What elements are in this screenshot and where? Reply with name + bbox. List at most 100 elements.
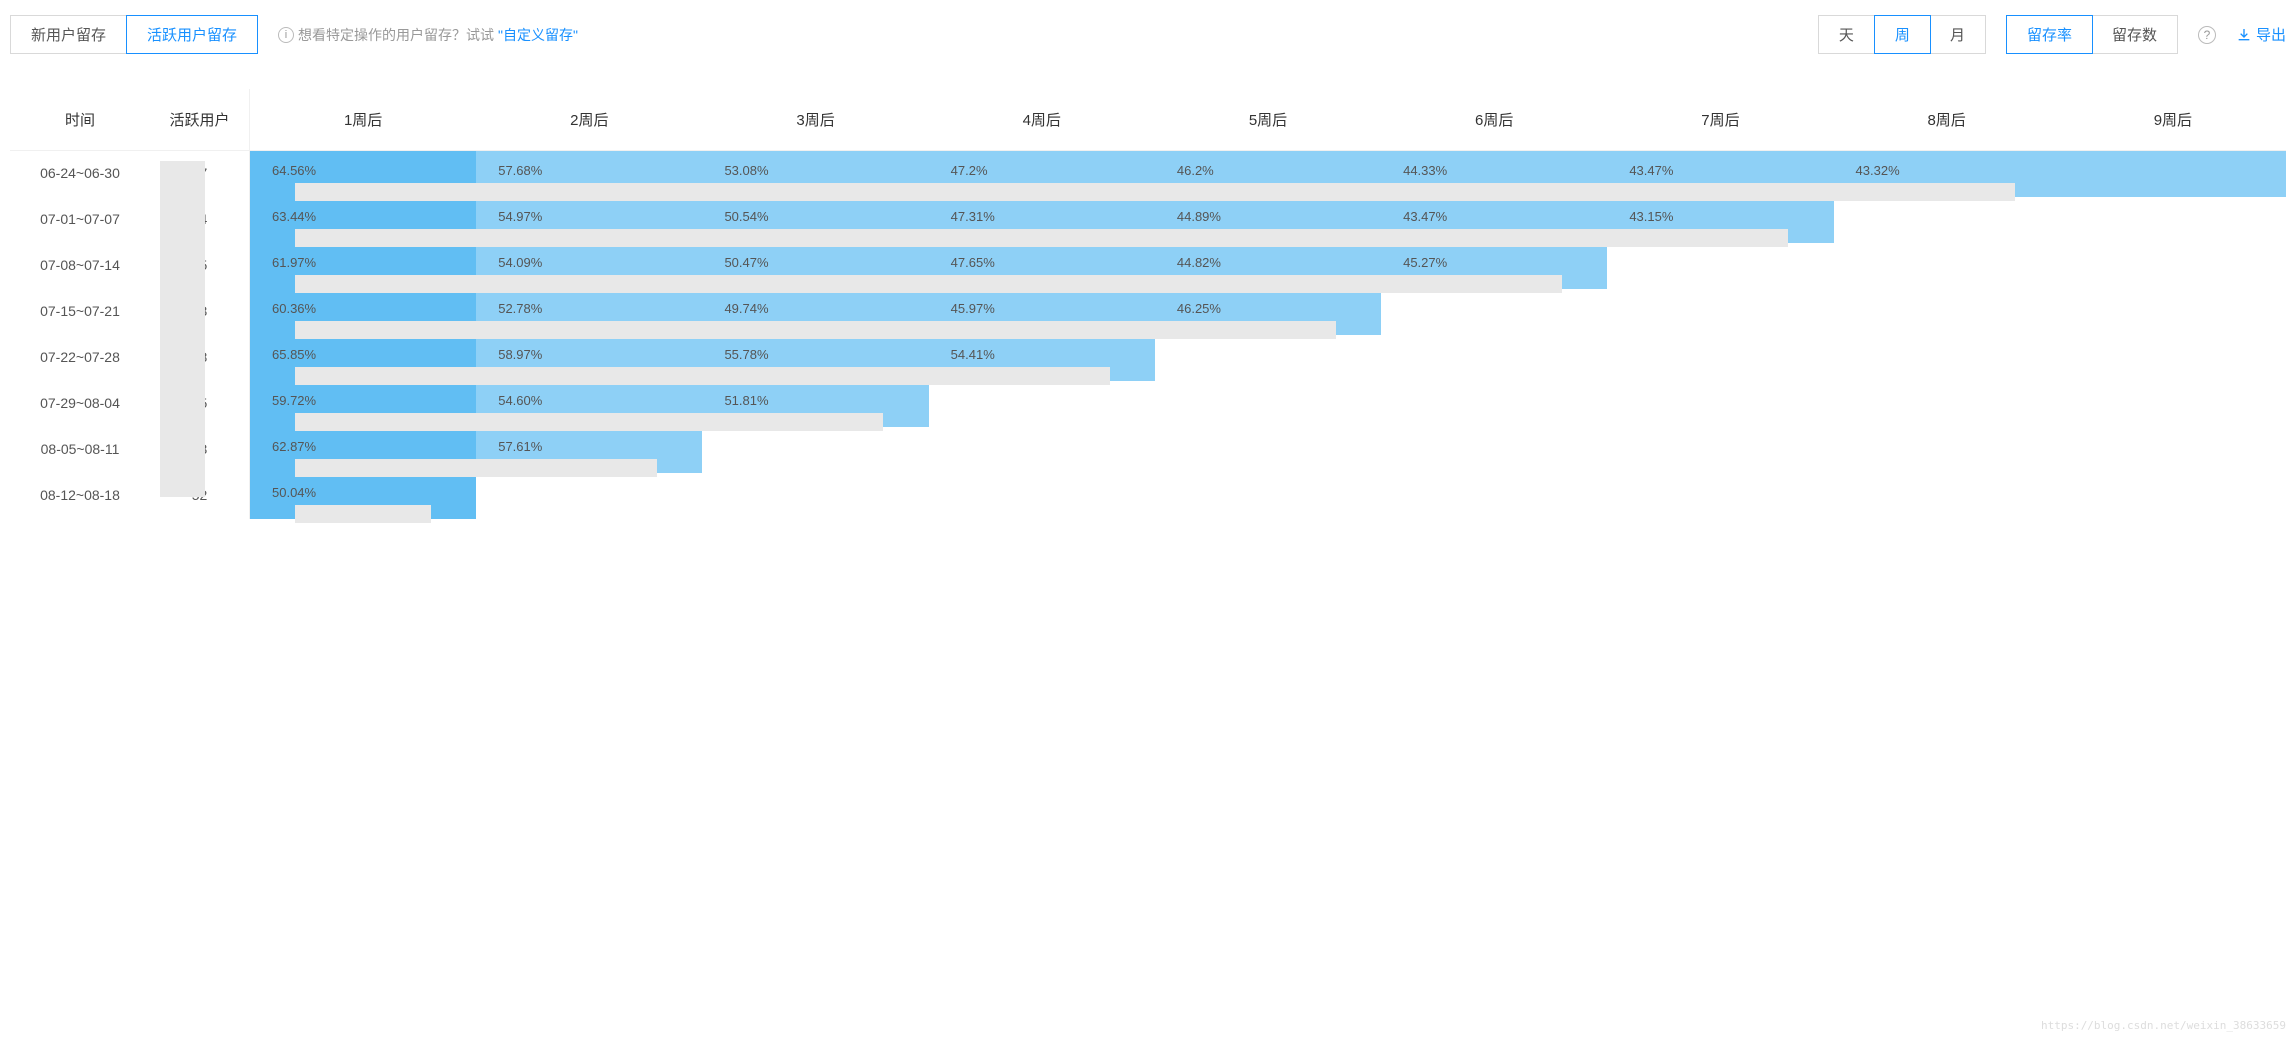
toolbar: 新用户留存 活跃用户留存 i 想看特定操作的用户留存？试试 "自定义留存" 天 … bbox=[10, 10, 2286, 59]
table-row: 07-08~07-144561.97%54.09%50.47%47.65%44.… bbox=[10, 243, 2286, 289]
cell-time: 07-22~07-28 bbox=[10, 335, 150, 381]
export-icon bbox=[2236, 27, 2252, 43]
tab-day[interactable]: 天 bbox=[1819, 16, 1875, 53]
header-week-5: 5周后 bbox=[1155, 89, 1381, 150]
export-button[interactable]: 导出 bbox=[2236, 24, 2286, 45]
hint-text: i 想看特定操作的用户留存？试试 "自定义留存" bbox=[278, 25, 578, 45]
redacted-bar bbox=[295, 321, 1336, 339]
cell-time: 06-24~06-30 bbox=[10, 151, 150, 197]
header-week-9: 9周后 bbox=[2060, 89, 2286, 150]
retention-cell bbox=[1834, 381, 2060, 427]
retention-cell bbox=[2060, 335, 2286, 381]
table-row: 07-22~07-285865.85%58.97%55.78%54.41% bbox=[10, 335, 2286, 381]
retention-cell bbox=[1834, 335, 2060, 381]
redacted-bar bbox=[295, 505, 431, 523]
tab-active-user[interactable]: 活跃用户留存 bbox=[126, 15, 258, 54]
retention-page: 新用户留存 活跃用户留存 i 想看特定操作的用户留存？试试 "自定义留存" 天 … bbox=[10, 10, 2286, 519]
tab-month[interactable]: 月 bbox=[1930, 16, 1985, 53]
cell-time: 08-05~08-11 bbox=[10, 427, 150, 473]
header-week-4: 4周后 bbox=[929, 89, 1155, 150]
redacted-bar bbox=[295, 459, 657, 477]
retention-cell bbox=[929, 381, 1155, 427]
retention-cell bbox=[1607, 289, 1833, 335]
hint-prefix: 想看特定操作的用户留存？试试 bbox=[298, 25, 494, 45]
header-week-3: 3周后 bbox=[702, 89, 928, 150]
retention-cell bbox=[1155, 427, 1381, 473]
retention-cell bbox=[2060, 381, 2286, 427]
retention-cell bbox=[1834, 289, 2060, 335]
retention-cell bbox=[2060, 243, 2286, 289]
redacted-bar bbox=[295, 183, 2014, 201]
cell-time: 07-08~07-14 bbox=[10, 243, 150, 289]
retention-cell bbox=[1381, 381, 1607, 427]
retention-cell bbox=[929, 473, 1155, 519]
retention-cell bbox=[1155, 335, 1381, 381]
retention-cell bbox=[702, 473, 928, 519]
retention-cell bbox=[1155, 473, 1381, 519]
retention-cell bbox=[702, 427, 928, 473]
info-icon: i bbox=[278, 27, 294, 43]
cell-time: 07-29~08-04 bbox=[10, 381, 150, 427]
redacted-bar bbox=[295, 275, 1562, 293]
table-row: 07-01~07-074463.44%54.97%50.54%47.31%44.… bbox=[10, 197, 2286, 243]
retention-cell bbox=[1155, 381, 1381, 427]
table-row: 08-12~08-185250.04% bbox=[10, 473, 2286, 519]
retention-cell bbox=[2060, 197, 2286, 243]
export-label: 导出 bbox=[2256, 24, 2286, 45]
interval-tabs: 天 周 月 bbox=[1818, 15, 1986, 54]
retention-cell bbox=[2060, 473, 2286, 519]
retention-cells: 61.97%54.09%50.47%47.65%44.82%45.27% bbox=[250, 243, 2286, 289]
header-week-6: 6周后 bbox=[1381, 89, 1607, 150]
tab-retention-rate[interactable]: 留存率 bbox=[2006, 15, 2093, 54]
retention-cell bbox=[929, 427, 1155, 473]
retention-cell bbox=[2060, 427, 2286, 473]
retention-cell bbox=[1607, 473, 1833, 519]
retention-cells: 59.72%54.60%51.81% bbox=[250, 381, 2286, 427]
header-users: 活跃用户 bbox=[150, 89, 250, 150]
tab-new-user[interactable]: 新用户留存 bbox=[11, 16, 127, 53]
retention-cell bbox=[1381, 473, 1607, 519]
retention-cells: 63.44%54.97%50.54%47.31%44.89%43.47%43.1… bbox=[250, 197, 2286, 243]
retention-cell bbox=[1381, 289, 1607, 335]
retention-cell bbox=[1381, 427, 1607, 473]
retention-cell bbox=[1381, 335, 1607, 381]
cell-time: 07-01~07-07 bbox=[10, 197, 150, 243]
retention-cell bbox=[1607, 381, 1833, 427]
cell-time: 08-12~08-18 bbox=[10, 473, 150, 519]
table-row: 07-29~08-043559.72%54.60%51.81% bbox=[10, 381, 2286, 427]
retention-cell bbox=[476, 473, 702, 519]
retention-cells: 62.87%57.61% bbox=[250, 427, 2286, 473]
help-icon[interactable]: ? bbox=[2198, 26, 2216, 44]
redacted-users-column bbox=[160, 161, 205, 497]
header-week-1: 1周后 bbox=[250, 89, 476, 150]
table-row: 06-24~06-309764.56%57.68%53.08%47.2%46.2… bbox=[10, 151, 2286, 197]
retention-cell bbox=[1607, 335, 1833, 381]
header-week-8: 8周后 bbox=[1834, 89, 2060, 150]
retention-cell bbox=[1834, 243, 2060, 289]
header-week-2: 2周后 bbox=[476, 89, 702, 150]
redacted-bar bbox=[295, 413, 883, 431]
table-body: 06-24~06-309764.56%57.68%53.08%47.2%46.2… bbox=[10, 151, 2286, 519]
retention-cell bbox=[1834, 473, 2060, 519]
retention-cell bbox=[1834, 427, 2060, 473]
header-week-7: 7周后 bbox=[1607, 89, 1833, 150]
retention-cells: 60.36%52.78%49.74%45.97%46.25% bbox=[250, 289, 2286, 335]
retention-cells: 50.04% bbox=[250, 473, 2286, 519]
redacted-bar bbox=[295, 367, 1109, 385]
table-row: 08-05~08-110362.87%57.61% bbox=[10, 427, 2286, 473]
custom-retention-link[interactable]: "自定义留存" bbox=[498, 25, 578, 45]
retention-cell bbox=[2060, 289, 2286, 335]
redacted-bar bbox=[295, 229, 1788, 247]
retention-cells: 64.56%57.68%53.08%47.2%46.2%44.33%43.47%… bbox=[250, 151, 2286, 197]
tab-week[interactable]: 周 bbox=[1874, 15, 1931, 54]
tab-retention-count[interactable]: 留存数 bbox=[2092, 16, 2177, 53]
metric-tabs: 留存率 留存数 bbox=[2006, 15, 2178, 54]
header-time: 时间 bbox=[10, 89, 150, 150]
retention-cell bbox=[1834, 197, 2060, 243]
table-row: 07-15~07-215360.36%52.78%49.74%45.97%46.… bbox=[10, 289, 2286, 335]
retention-cell bbox=[1607, 243, 1833, 289]
retention-cells: 65.85%58.97%55.78%54.41% bbox=[250, 335, 2286, 381]
retention-cell bbox=[2060, 151, 2286, 197]
watermark: https://blog.csdn.net/weixin_38633659 bbox=[2041, 1019, 2286, 1032]
right-controls: 天 周 月 留存率 留存数 ? 导出 bbox=[1818, 15, 2286, 54]
